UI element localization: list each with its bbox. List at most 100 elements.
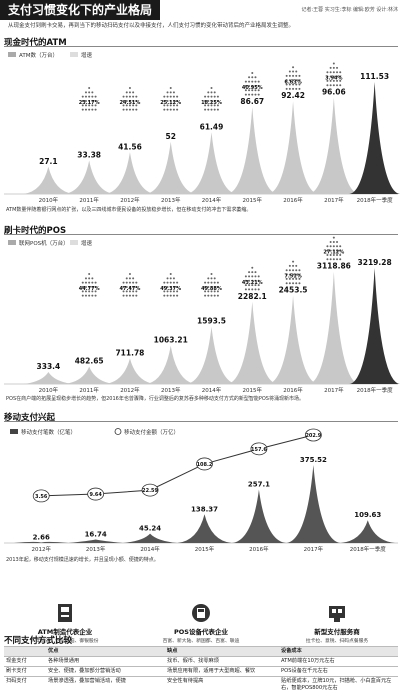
amount-line — [41, 434, 314, 497]
growth-arrow-dot — [244, 288, 247, 291]
growth-arrow-dot — [216, 286, 219, 288]
enterprise-title: POS设备代表企业 — [174, 628, 228, 636]
growth-arrow-dot — [257, 288, 260, 291]
growth-arrow-dot — [172, 100, 175, 102]
growth-arrow-dot — [84, 286, 87, 288]
pos-section-title: 刷卡时代的POS — [4, 226, 67, 236]
growth-arrow-dot — [251, 71, 254, 74]
growth-arrow-dot — [163, 286, 166, 288]
growth-arrow-dot — [332, 245, 335, 248]
growth-arrow-dot — [332, 84, 335, 87]
data-label: 375.52 — [300, 456, 327, 464]
growth-arrow-dot — [292, 277, 295, 280]
growth-arrow-dot — [251, 76, 254, 79]
growth-arrow-dot — [169, 104, 172, 107]
growth-arrow: 24.51% — [120, 87, 140, 111]
growth-arrow-dot — [257, 89, 260, 92]
growth-arrow-dot — [285, 273, 288, 276]
growth-arrow-dot — [84, 108, 87, 111]
growth-rate-label: 23.17% — [79, 100, 100, 106]
growth-arrow-dot — [244, 284, 247, 287]
divider — [4, 234, 398, 235]
growth-rate-label: 7.51% — [284, 274, 301, 280]
growth-arrow-dot — [292, 66, 295, 69]
growth-arrow-dot — [132, 108, 135, 111]
page-title: 支付习惯变化下的产业格局 — [0, 0, 161, 20]
amount-marker — [196, 457, 213, 471]
growth-arrow-dot — [329, 71, 332, 74]
table-header — [4, 646, 46, 657]
growth-arrow-dot — [213, 108, 216, 111]
growth-arrow-dot — [166, 91, 169, 94]
enterprise-list: 拉卡拉、意锐、扫码点餐服务 — [305, 639, 369, 644]
growth-rate-label: 43.21% — [242, 280, 263, 286]
table-cell: ATM前端在10万元左右 — [279, 656, 398, 667]
growth-arrow-dot — [329, 79, 332, 82]
growth-arrow-dot — [122, 95, 125, 98]
growth-arrow-dot — [295, 269, 298, 272]
data-label: 96.06 — [322, 88, 346, 97]
growth-arrow-dot — [94, 290, 97, 293]
x-tick-label: 2013年 — [161, 386, 181, 394]
growth-arrow-dot — [135, 95, 138, 98]
data-label: 482.65 — [75, 357, 104, 366]
growth-arrow-dot — [329, 66, 332, 69]
growth-arrow-dot — [169, 286, 172, 288]
qr-scanner-icon — [329, 606, 345, 622]
growth-arrow-dot — [125, 108, 128, 111]
growth-arrow-dot — [298, 282, 301, 285]
growth-arrow-dot — [295, 79, 298, 82]
growth-arrow-dot — [91, 277, 94, 280]
amount-label: 22.59 — [142, 488, 158, 494]
growth-arrow-dot — [172, 108, 175, 111]
compare-section-title: 不同支付方式比较 — [4, 636, 73, 646]
growth-arrow-dot — [125, 91, 128, 94]
growth-arrow-dot — [132, 281, 135, 284]
growth-arrow-dot — [210, 108, 213, 111]
growth-arrow-dot — [207, 95, 210, 98]
mountain-bar — [186, 326, 237, 384]
growth-arrow-dot — [132, 100, 135, 102]
x-tick-label: 2014年 — [140, 545, 160, 553]
growth-arrow-dot — [288, 277, 291, 280]
growth-arrow-dot — [132, 290, 135, 293]
growth-arrow-dot — [204, 286, 207, 288]
growth-arrow-dot — [213, 95, 216, 98]
header: 支付习惯变化下的产业格局 记者:王蓉 实习生:李标 编辑:欧芳 设计:林沐 — [0, 0, 402, 20]
legend-swatch — [8, 240, 16, 245]
growth-arrow-dot — [176, 95, 179, 98]
growth-arrow-dot — [176, 294, 179, 297]
legend-label: 增速 — [81, 51, 93, 59]
growth-arrow-dot — [336, 71, 339, 74]
mountain-bar — [308, 97, 360, 194]
growth-arrow-dot — [172, 95, 175, 98]
growth-arrow-dot — [248, 80, 251, 83]
growth-arrow-dot — [213, 100, 216, 102]
growth-rate-label: 44.77% — [79, 286, 100, 292]
growth-arrow-dot — [285, 277, 288, 280]
growth-arrow-dot — [288, 79, 291, 82]
amount-label: 202.9 — [305, 433, 321, 439]
growth-arrow-dot — [84, 277, 87, 280]
growth-arrow-dot — [326, 79, 329, 82]
legend-label: 增速 — [81, 239, 93, 247]
growth-arrow-dot — [135, 104, 138, 107]
growth-arrow-dot — [285, 282, 288, 285]
growth-rate-label: 6.63% — [284, 79, 301, 85]
growth-arrow-dot — [210, 87, 213, 89]
x-tick-label: 2012年 — [120, 386, 140, 394]
growth-arrow-dot — [251, 93, 254, 96]
growth-arrow-dot — [336, 66, 339, 69]
growth-arrow-dot — [128, 281, 131, 284]
growth-arrow-dot — [244, 89, 247, 92]
x-tick-label: 2014年 — [202, 386, 222, 394]
growth-arrow-dot — [125, 294, 128, 297]
growth-arrow-dot — [172, 104, 175, 107]
growth-arrow-dot — [91, 286, 94, 288]
x-tick-label: 2017年 — [324, 386, 344, 394]
mountain-bar — [349, 82, 400, 194]
x-tick-label: 2013年 — [86, 545, 106, 553]
growth-rate-label: 18.25% — [201, 100, 222, 106]
growth-arrow-dot — [176, 100, 179, 102]
growth-arrow-dot — [251, 80, 254, 83]
